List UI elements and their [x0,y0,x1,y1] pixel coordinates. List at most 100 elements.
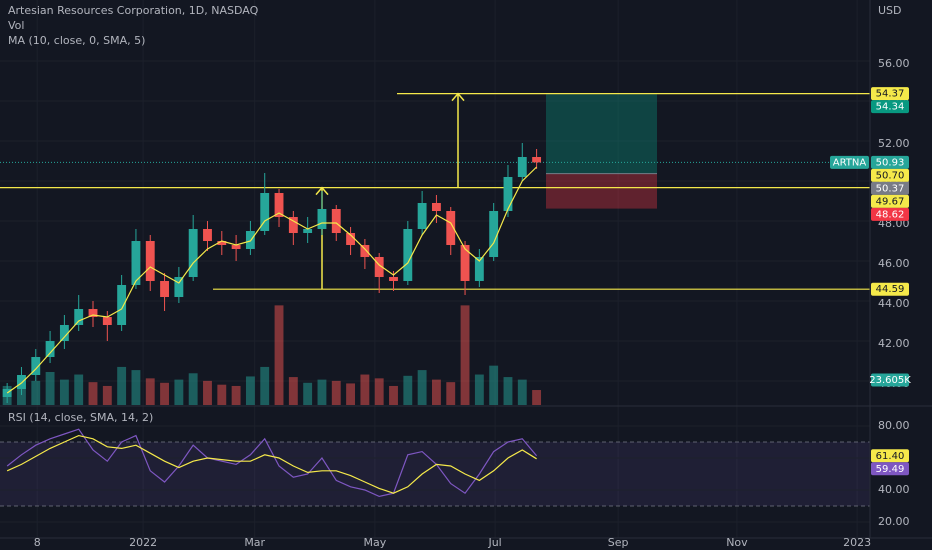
candle-body [374,257,384,277]
candle-body [460,245,470,281]
last-price-label: 50.93 [876,157,905,168]
x-tick-label: 2022 [129,536,157,549]
candle-body [303,229,313,233]
indicator-label: MA (10, close, 0, SMA, 5) [8,34,145,47]
candle-body [417,203,427,229]
volume-bar [489,365,499,405]
volume-bar [431,379,441,405]
candle-body [346,233,356,245]
y-tick-label: 52.00 [878,137,910,150]
grid [0,441,870,507]
candle-body [389,277,398,281]
candle-body [474,257,484,281]
ma-line [6,166,538,394]
candle-body [231,245,241,249]
volume-label: 23.605K [869,375,911,386]
volume-bar [188,373,198,405]
rsi-value-label-box [871,449,909,463]
volume-bar [74,374,84,405]
entry-label: 50.37 [876,183,905,194]
currency-label: USD [878,4,902,17]
indicator-label: Vol [8,19,24,32]
ma-value-label: 50.70 [876,170,905,181]
candle-body [288,217,298,233]
volume-bar [231,385,241,405]
rsi-ma-label-box [871,462,909,476]
target-label-box [871,100,909,114]
volume-bar [174,379,184,405]
volume-bar [102,385,112,405]
x-tick-label: 8 [34,536,41,549]
ma-value-label-box [871,168,909,182]
volume-bar [532,390,542,405]
entry-label-box [871,181,909,195]
candle-body [503,177,513,211]
volume-bar [360,374,370,405]
candle-body [446,211,456,245]
volume-bar [31,380,41,405]
volume-bar [346,383,356,405]
candle-body [31,357,41,375]
volume-bar [331,380,341,405]
candle-body [188,229,198,277]
stop-label: 48.62 [876,209,905,220]
rsi-ma-line [6,434,537,494]
last-price-label-box [871,155,909,169]
volume-bar [260,366,270,405]
rsi-tick-label: 20.00 [878,515,910,528]
level-label-box [871,87,909,101]
volume-bar [474,374,484,405]
volume-bar [389,385,398,405]
volume-bar [303,382,313,405]
volume-bar [403,375,413,405]
x-tick-label: Sep [608,536,629,549]
volume-bar [45,372,55,405]
level-label: 49.67 [876,196,905,207]
volume-bar [131,370,141,405]
candle-body [217,241,227,245]
x-tick-label: 2023 [843,536,871,549]
volume-bar [203,380,212,405]
volume-bar [374,378,384,405]
candle-body [403,229,413,281]
candle-body [274,193,284,217]
volume-bar [59,379,69,405]
candle-body [517,157,527,177]
position-loss [546,173,657,209]
volume-bar [145,378,155,405]
rsi-tick-label: 80.00 [878,419,910,432]
y-tick-label: 46.00 [878,257,910,270]
x-tick-label: Jul [487,536,501,549]
candle-body [102,317,112,325]
volume-bar [446,382,456,405]
candle-body [489,211,499,257]
stop-label-box [871,207,909,221]
symbol-label: ARTNA [833,157,867,168]
volume-bar [274,305,284,405]
level-label: 54.37 [876,89,905,100]
target-label: 54.34 [876,102,905,113]
volume-bar [117,366,127,405]
candle-body [74,309,84,325]
volume-bar [417,370,427,405]
labels: 8 2022 Mar May Jul Sep Nov 2023 40.00 42.00 44.00 4… [34,57,912,549]
volume-bar [517,379,527,405]
plot [0,92,870,498]
level-label-box [871,282,909,296]
y-tick-label: 56.00 [878,57,910,70]
candle-body [117,285,127,325]
y-tick-label: 42.00 [878,337,910,350]
volume-bar [288,377,298,405]
x-tick-label: Nov [726,536,748,549]
candle-body [532,157,542,163]
position-profit [546,94,657,174]
candle-body [360,245,370,257]
candle-body [131,241,141,285]
symbol-box [830,155,869,169]
x-tick-label: May [364,536,387,549]
candle-body [431,203,441,211]
level-label: 44.59 [876,284,905,295]
chart-title: Artesian Resources Corporation, 1D, NASD… [8,4,259,17]
volume-bar [88,382,98,405]
rsi-ma-label: 59.49 [876,464,905,475]
